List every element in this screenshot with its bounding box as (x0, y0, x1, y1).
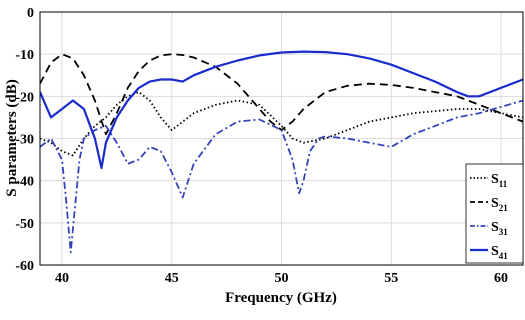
y-tick-label: 0 (27, 6, 34, 21)
x-axis-title: Frequency (GHz) (225, 290, 337, 306)
x-tick-label: 50 (275, 271, 289, 286)
legend-label-main: S (491, 244, 499, 259)
x-tick-label: 40 (55, 271, 69, 286)
legend-label-subscript: 31 (499, 227, 509, 237)
legend-label-main: S (491, 196, 499, 211)
x-tick-label: 55 (384, 271, 398, 286)
legend-box (465, 163, 524, 264)
y-tick-label: -30 (15, 133, 34, 148)
legend-label-subscript: 21 (499, 203, 509, 213)
tick-labels: 40 45 50 55 60 0 -10 -20 -30 -40 -50 -60 (15, 6, 508, 286)
series-line-s11 (40, 91, 523, 157)
y-tick-label: -60 (15, 259, 34, 274)
legend-label-s11: S11 (491, 172, 508, 189)
y-axis-title: S parameters (dB) (4, 79, 20, 196)
legend-label-main: S (491, 172, 499, 187)
legend-label-subscript: 11 (499, 179, 508, 189)
x-tick-label: 45 (165, 271, 179, 286)
grid (40, 11, 523, 266)
series-lines (40, 50, 523, 254)
y-tick-label: -50 (15, 217, 34, 232)
legend-label-s21: S21 (491, 196, 508, 213)
plot-frame (39, 11, 524, 266)
y-tick-label: -10 (15, 48, 34, 63)
legend-label-s41: S41 (491, 244, 508, 261)
legend-label-main: S (491, 220, 499, 235)
series-line-s41 (40, 50, 523, 170)
series-line-s21 (40, 53, 523, 136)
legend-label-s31: S31 (491, 220, 508, 237)
legend-label-subscript: 41 (499, 251, 509, 261)
x-tick-label: 60 (494, 271, 508, 286)
y-tick-label: -20 (15, 90, 34, 105)
y-tick-label: -40 (15, 175, 34, 190)
